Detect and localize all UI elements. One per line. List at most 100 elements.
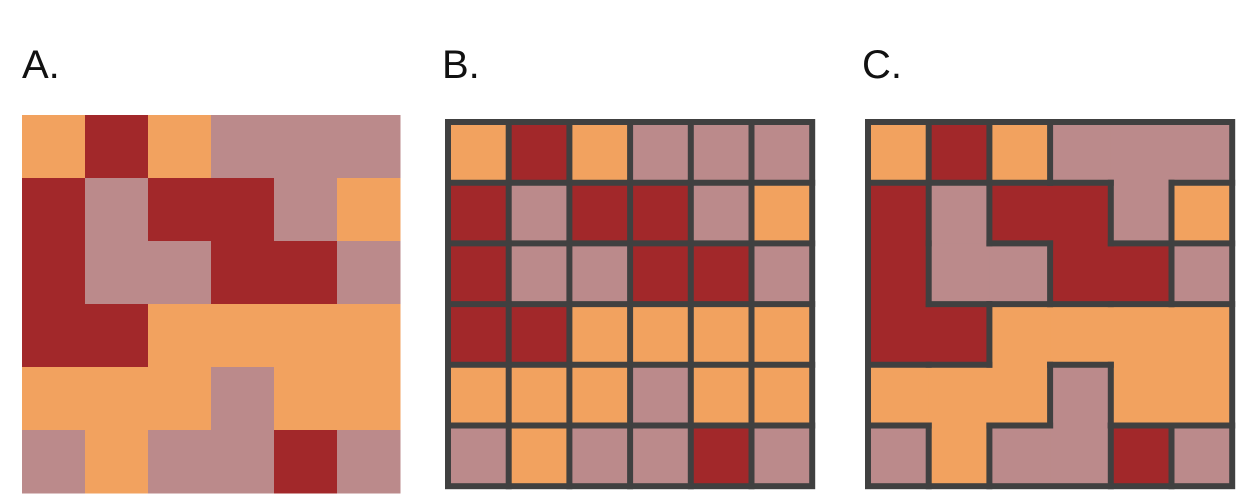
cell-0-4 xyxy=(1110,122,1172,184)
cell-2-5 xyxy=(751,243,813,305)
cell-5-3 xyxy=(1050,425,1112,487)
cell-1-0 xyxy=(22,178,86,242)
cell-4-1 xyxy=(85,367,149,431)
panel-a-grid xyxy=(22,115,401,494)
outer-border xyxy=(865,119,1236,490)
cell-4-5 xyxy=(751,364,813,426)
cell-3-0 xyxy=(22,304,86,368)
cell-0-5 xyxy=(337,115,401,179)
cell-3-1 xyxy=(928,304,990,366)
cell-1-4 xyxy=(1110,182,1172,244)
cell-0-5 xyxy=(1171,122,1233,184)
cell-3-4 xyxy=(274,304,338,368)
cell-1-3 xyxy=(1050,182,1112,244)
cell-1-5 xyxy=(751,182,813,244)
cell-1-2 xyxy=(569,182,631,244)
cell-1-2 xyxy=(148,178,212,242)
cell-1-1 xyxy=(508,182,570,244)
cell-5-0 xyxy=(868,425,930,487)
cell-4-4 xyxy=(274,367,338,431)
cell-3-1 xyxy=(85,304,149,368)
cell-3-5 xyxy=(751,304,813,366)
cell-4-3 xyxy=(1050,364,1112,426)
cell-3-4 xyxy=(1110,304,1172,366)
cell-2-4 xyxy=(690,243,752,305)
cell-0-5 xyxy=(751,122,813,184)
cell-1-4 xyxy=(274,178,338,242)
cell-2-3 xyxy=(630,243,692,305)
cell-5-5 xyxy=(337,430,401,494)
cell-2-0 xyxy=(448,243,510,305)
cell-0-0 xyxy=(868,122,930,184)
cell-0-0 xyxy=(22,115,86,179)
cell-5-5 xyxy=(1171,425,1233,487)
cell-5-1 xyxy=(508,425,570,487)
cell-4-0 xyxy=(868,364,930,426)
cell-0-3 xyxy=(211,115,275,179)
cell-1-5 xyxy=(337,178,401,242)
cell-0-4 xyxy=(690,122,752,184)
panel-c-grid xyxy=(865,119,1236,490)
cell-3-2 xyxy=(148,304,212,368)
cell-2-1 xyxy=(508,243,570,305)
panel-c-label: C. xyxy=(862,43,902,87)
cell-5-1 xyxy=(928,425,990,487)
cell-2-4 xyxy=(1110,243,1172,305)
panel-b-grid xyxy=(445,119,816,490)
cell-3-5 xyxy=(1171,304,1233,366)
cell-1-0 xyxy=(868,182,930,244)
cell-5-3 xyxy=(211,430,275,494)
cell-3-5 xyxy=(337,304,401,368)
cell-1-4 xyxy=(690,182,752,244)
cell-4-4 xyxy=(1110,364,1172,426)
cell-0-2 xyxy=(989,122,1051,184)
cell-2-2 xyxy=(148,241,212,305)
cell-4-1 xyxy=(928,364,990,426)
cell-0-1 xyxy=(85,115,149,179)
cell-4-5 xyxy=(1171,364,1233,426)
cell-0-1 xyxy=(508,122,570,184)
cell-4-2 xyxy=(148,367,212,431)
cell-3-3 xyxy=(630,304,692,366)
cell-4-2 xyxy=(989,364,1051,426)
cell-5-4 xyxy=(274,430,338,494)
cell-4-0 xyxy=(22,367,86,431)
cell-4-5 xyxy=(337,367,401,431)
cell-4-1 xyxy=(508,364,570,426)
cell-1-0 xyxy=(448,182,510,244)
cell-5-0 xyxy=(22,430,86,494)
panel-b-label: B. xyxy=(442,43,480,87)
cell-5-2 xyxy=(148,430,212,494)
cell-2-2 xyxy=(569,243,631,305)
cell-1-1 xyxy=(85,178,149,242)
cell-0-3 xyxy=(630,122,692,184)
cell-1-2 xyxy=(989,182,1051,244)
cell-0-2 xyxy=(569,122,631,184)
cell-0-0 xyxy=(448,122,510,184)
cell-4-3 xyxy=(630,364,692,426)
cell-5-2 xyxy=(989,425,1051,487)
cell-3-4 xyxy=(690,304,752,366)
cell-2-0 xyxy=(22,241,86,305)
cell-0-1 xyxy=(928,122,990,184)
cell-4-3 xyxy=(211,367,275,431)
cell-5-3 xyxy=(630,425,692,487)
cell-5-4 xyxy=(690,425,752,487)
cell-2-1 xyxy=(85,241,149,305)
cell-3-1 xyxy=(508,304,570,366)
cell-0-4 xyxy=(274,115,338,179)
cell-1-3 xyxy=(630,182,692,244)
cell-3-2 xyxy=(569,304,631,366)
cell-5-0 xyxy=(448,425,510,487)
cell-5-5 xyxy=(751,425,813,487)
cell-5-2 xyxy=(569,425,631,487)
cell-0-3 xyxy=(1050,122,1112,184)
cell-2-5 xyxy=(1171,243,1233,305)
cell-3-3 xyxy=(1050,304,1112,366)
cell-2-0 xyxy=(868,243,930,305)
cell-0-2 xyxy=(148,115,212,179)
cell-2-1 xyxy=(928,243,990,305)
outer-border xyxy=(445,119,816,490)
cell-5-4 xyxy=(1110,425,1172,487)
